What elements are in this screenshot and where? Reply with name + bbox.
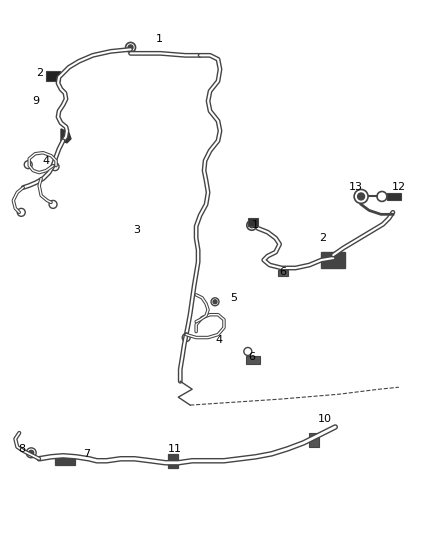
Bar xyxy=(46,71,60,81)
Text: 11: 11 xyxy=(168,444,182,454)
Text: 2: 2 xyxy=(319,233,326,243)
Bar xyxy=(55,455,75,465)
Text: 4: 4 xyxy=(42,156,49,166)
Circle shape xyxy=(213,300,217,304)
Bar xyxy=(168,454,178,468)
Bar xyxy=(309,433,319,447)
Text: 3: 3 xyxy=(134,225,141,235)
Text: 1: 1 xyxy=(155,35,162,44)
Text: 6: 6 xyxy=(248,352,255,362)
Text: 10: 10 xyxy=(318,414,332,424)
Polygon shape xyxy=(61,129,71,143)
Text: 9: 9 xyxy=(32,96,39,106)
Text: 12: 12 xyxy=(392,182,406,191)
Circle shape xyxy=(29,450,34,455)
Text: 8: 8 xyxy=(18,444,25,454)
Text: 6: 6 xyxy=(279,267,286,277)
Text: 13: 13 xyxy=(349,182,363,191)
Text: 1: 1 xyxy=(252,220,259,230)
Text: 5: 5 xyxy=(230,293,237,303)
Bar xyxy=(246,357,260,365)
Text: 2: 2 xyxy=(36,68,43,78)
Bar xyxy=(321,252,345,268)
Bar xyxy=(248,219,258,226)
Bar xyxy=(278,270,288,276)
Circle shape xyxy=(249,223,254,228)
Circle shape xyxy=(128,45,133,50)
Circle shape xyxy=(357,193,364,200)
Text: 7: 7 xyxy=(83,449,90,459)
Text: 4: 4 xyxy=(215,335,222,344)
Bar xyxy=(387,193,401,200)
